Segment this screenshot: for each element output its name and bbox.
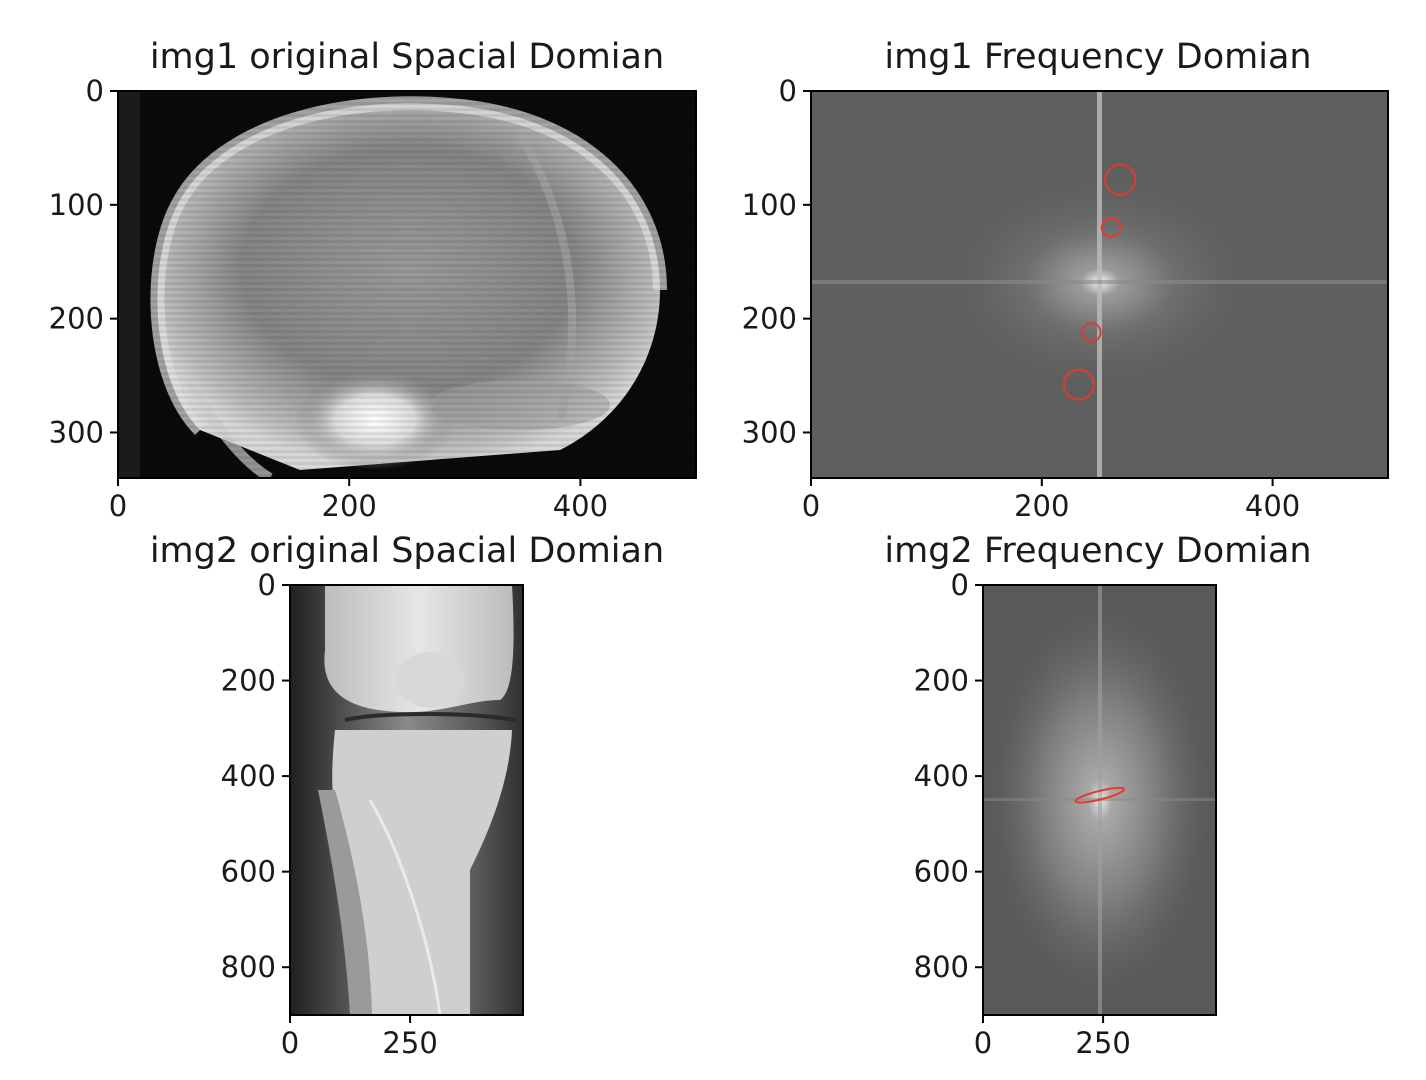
x-tick-label: 0 (109, 489, 127, 523)
x-tick-label: 400 (1245, 489, 1300, 523)
axes-ticks: 0 200 400 0 100 200 300 (742, 74, 1301, 523)
y-tick-label: 400 (914, 759, 969, 793)
y-tick-label: 200 (742, 302, 797, 336)
annotation-circle (1104, 163, 1137, 196)
annotation-marks (1074, 786, 1126, 804)
x-tick-label: 250 (382, 1026, 437, 1060)
y-tick-label: 300 (742, 415, 797, 449)
panel-title-img1-spatial: img1 original Spacial Domian (150, 37, 664, 77)
y-tick-label: 600 (914, 855, 969, 889)
y-tick-label: 300 (49, 415, 104, 449)
y-tick-label: 0 (86, 74, 104, 108)
panel-img2-frequency: img2 Frequency Domian 0 250 0 200 400 600 800 (884, 531, 1311, 1060)
annotation-circle (1081, 322, 1102, 343)
panel-img1-spatial: img1 original Spacial Domian 0 200 400 0 100… (49, 37, 697, 523)
y-tick-label: 200 (914, 664, 969, 698)
panel-title-img1-frequency: img1 Frequency Domian (884, 37, 1311, 77)
x-tick-label: 0 (802, 489, 820, 523)
image-knee-xray (290, 585, 523, 1015)
x-tick-label: 200 (1014, 489, 1069, 523)
x-tick-label: 0 (974, 1026, 992, 1060)
y-tick-label: 800 (914, 950, 969, 984)
annotation-circle (1100, 217, 1122, 238)
panel-img2-spatial: img2 original Spacial Domian 0 250 0 200 400… (150, 531, 664, 1060)
y-tick-label: 200 (221, 664, 276, 698)
annotation-marks (1062, 163, 1137, 401)
axes-frame (982, 584, 1217, 1016)
axes-frame (810, 90, 1389, 479)
x-tick-label: 0 (281, 1026, 299, 1060)
y-tick-label: 600 (221, 855, 276, 889)
axes-ticks: 0 250 0 200 400 600 800 (914, 568, 1131, 1060)
y-tick-label: 800 (221, 950, 276, 984)
panel-img1-frequency: img1 Frequency Domian 0 200 400 0 100 200 300 (742, 37, 1389, 523)
axes-frame (117, 90, 697, 479)
y-tick-label: 0 (258, 568, 276, 602)
axes-ticks: 0 250 0 200 400 600 800 (221, 568, 438, 1060)
x-tick-label: 250 (1075, 1026, 1130, 1060)
axes-ticks: 0 200 400 0 100 200 300 (49, 74, 608, 523)
x-tick-label: 400 (553, 489, 608, 523)
y-tick-label: 200 (49, 302, 104, 336)
y-tick-label: 0 (779, 74, 797, 108)
annotation-circle (1062, 368, 1095, 401)
y-tick-label: 100 (49, 188, 104, 222)
panel-title-img2-spatial: img2 original Spacial Domian (150, 531, 664, 571)
y-tick-label: 100 (742, 188, 797, 222)
y-tick-label: 400 (221, 759, 276, 793)
x-tick-label: 200 (322, 489, 377, 523)
panel-title-img2-frequency: img2 Frequency Domian (884, 531, 1311, 571)
y-tick-label: 0 (951, 568, 969, 602)
annotation-ellipse (1074, 786, 1126, 804)
image-fft-spectrum-1 (811, 91, 1388, 478)
axes-frame (289, 584, 524, 1016)
image-skull-xray (118, 91, 696, 478)
